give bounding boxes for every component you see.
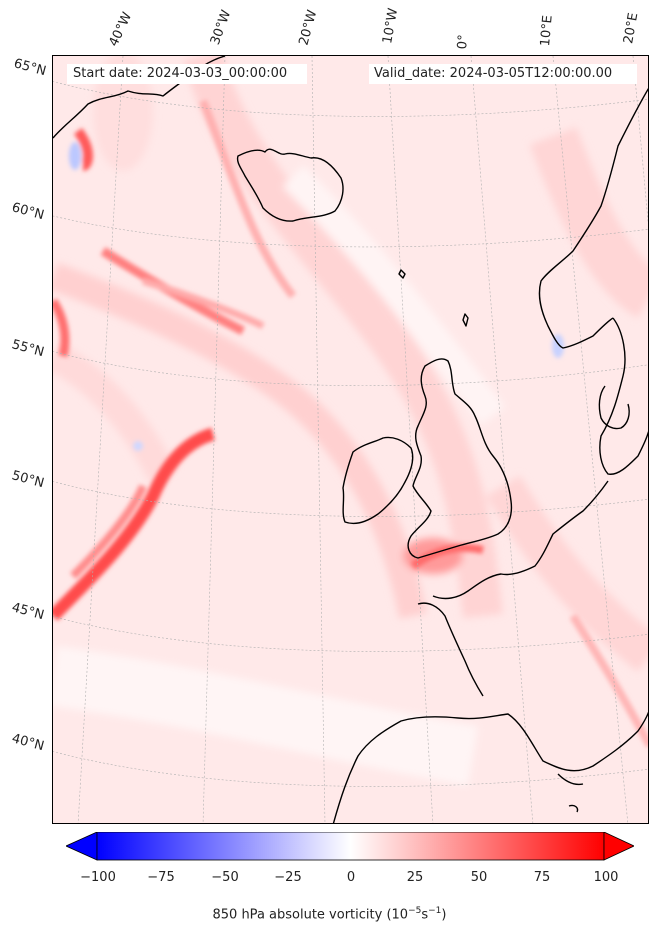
france-coast: [432, 480, 609, 600]
colorbar-min-extend: [66, 832, 98, 861]
cbar-tick-75: 75: [533, 870, 551, 885]
cbar-tick-0: 0: [346, 870, 356, 885]
lon-label-30w: 30°W: [207, 8, 235, 47]
cbar-tick-50: 50: [470, 870, 488, 885]
sweden-coast: [599, 317, 648, 475]
iberia-coast: [332, 711, 648, 823]
colorbar-max-extend: [603, 832, 634, 861]
lat-label-60n: 60°N: [10, 200, 46, 224]
lon-label-20w: 20°W: [296, 8, 321, 47]
ireland-coast: [342, 436, 414, 525]
vorticity-map: [53, 56, 648, 823]
iceland-coast: [236, 148, 344, 222]
cbar-tick-neg100: −100: [80, 870, 116, 885]
lat-label-55n: 55°N: [10, 337, 46, 361]
graticule: [53, 56, 648, 823]
vorticity-bands: [53, 99, 648, 748]
lat-label-50n: 50°N: [10, 468, 46, 492]
cbar-tick-neg75: −75: [147, 870, 175, 885]
map-panel: [52, 55, 649, 824]
cbar-tick-neg50: −50: [211, 870, 239, 885]
lat-label-40n: 40°N: [10, 731, 46, 755]
britain-coast: [407, 358, 513, 559]
lat-label-45n: 45°N: [10, 600, 46, 624]
cbar-tick-100: 100: [593, 870, 619, 885]
start-date-label: Start date: 2024-03-03_00:00:00: [71, 66, 290, 81]
norway-coast: [538, 88, 648, 349]
lat-label-65n: 65°N: [12, 56, 48, 80]
lon-label-0: 0°: [455, 33, 472, 50]
colorbar: [66, 832, 634, 861]
denmark-coast: [598, 385, 630, 430]
lon-label-10e: 10°E: [538, 14, 556, 48]
lon-label-40w: 40°W: [106, 10, 136, 49]
biscay-coast: [417, 602, 484, 697]
valid-date-label: Valid_date: 2024-03-05T12:00:00.00: [372, 66, 615, 81]
lon-label-20e: 20°E: [621, 11, 642, 45]
cbar-tick-neg25: −25: [274, 870, 302, 885]
colorbar-label: 850 hPa absolute vorticity (10−5s−1): [212, 906, 447, 923]
coastlines: [53, 56, 648, 823]
colorbar-gradient: [96, 832, 605, 861]
cbar-tick-25: 25: [406, 870, 424, 885]
lon-label-10w: 10°W: [380, 7, 402, 46]
